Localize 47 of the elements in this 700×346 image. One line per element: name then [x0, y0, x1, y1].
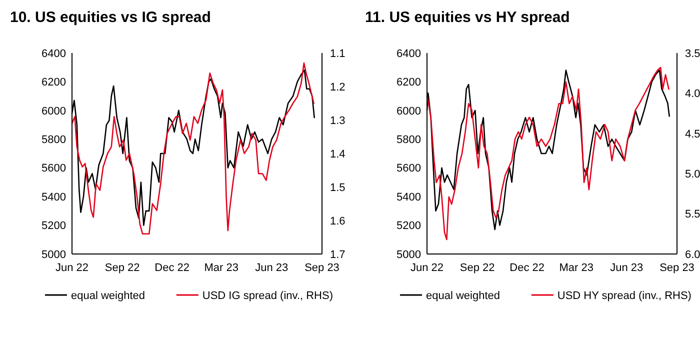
y-tick-label: 6400 — [42, 48, 66, 60]
y-tick-label: 5000 — [396, 248, 421, 261]
chart-title: 11. US equities vs HY spread — [365, 9, 570, 26]
y-tick-label: 5800 — [396, 134, 421, 146]
y2-tick-label: 5.5 — [685, 208, 700, 221]
y2-tick-label: 1.6 — [330, 215, 346, 228]
y-tick-label: 5600 — [42, 162, 66, 175]
legend-label: equal weighted — [71, 290, 146, 302]
y2-tick-label: 1.4 — [330, 148, 346, 160]
y2-tick-label: 1.1 — [330, 48, 346, 60]
y2-tick-label: 5.0 — [685, 168, 700, 180]
x-tick-label: Sep 23 — [660, 262, 694, 274]
x-tick-label: Mar 23 — [204, 262, 238, 274]
y2-tick-label: 1.2 — [330, 81, 346, 94]
y-tick-label: 5200 — [42, 220, 66, 232]
legend-label: USD HY spread (inv., RHS) — [557, 290, 692, 302]
y2-tick-label: 1.7 — [330, 248, 346, 261]
y2-tick-label: 4.5 — [685, 128, 700, 140]
x-tick-label: Jun 22 — [410, 262, 444, 274]
x-tick-label: Dec 22 — [154, 262, 190, 274]
x-tick-label: Mar 23 — [559, 262, 594, 274]
y2-tick-label: 4.0 — [685, 88, 700, 100]
x-tick-label: Sep 23 — [304, 262, 340, 274]
legend-label: USD IG spread (inv., RHS) — [202, 290, 334, 302]
x-tick-label: Sep 22 — [104, 262, 140, 274]
legend-label: equal weighted — [426, 290, 500, 302]
y2-tick-label: 1.5 — [330, 182, 346, 194]
y-tick-label: 5000 — [42, 248, 66, 261]
y-tick-label: 5200 — [396, 220, 421, 232]
y2-tick-label: 3.5 — [685, 48, 700, 60]
y-tick-label: 6200 — [42, 76, 66, 89]
y-tick-label: 5600 — [396, 162, 421, 175]
y-tick-label: 6000 — [42, 105, 66, 118]
y-tick-label: 5400 — [42, 191, 66, 204]
y2-tick-label: 1.3 — [330, 114, 346, 127]
chart-title: 10. US equities vs IG spread — [10, 9, 211, 26]
x-tick-label: Jun 23 — [255, 262, 288, 274]
x-tick-label: Sep 22 — [460, 262, 495, 274]
y2-tick-label: 6.0 — [685, 248, 700, 261]
y-tick-label: 6000 — [396, 105, 421, 118]
y-tick-label: 6200 — [396, 76, 421, 89]
x-tick-label: Jun 22 — [55, 262, 89, 274]
x-tick-label: Jun 23 — [610, 262, 644, 274]
y-tick-label: 6400 — [396, 48, 421, 60]
y-tick-label: 5800 — [42, 134, 66, 146]
y-tick-label: 5400 — [396, 191, 421, 204]
x-tick-label: Dec 22 — [510, 262, 545, 274]
